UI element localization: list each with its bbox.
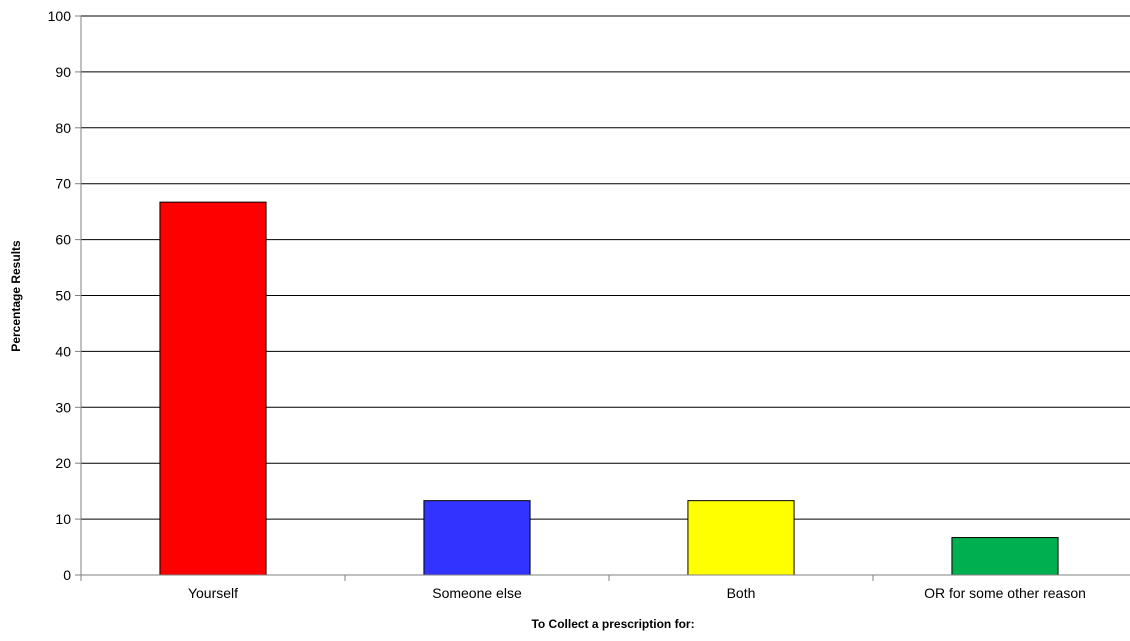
y-tick-label-90: 90 xyxy=(55,64,71,80)
y-tick-label-20: 20 xyxy=(55,455,71,471)
bar-3 xyxy=(951,537,1059,576)
y-tick-label-60: 60 xyxy=(55,232,71,248)
x-axis-title: To Collect a prescription for: xyxy=(531,617,694,631)
x-tick-label-3: OR for some other reason xyxy=(924,585,1086,601)
y-tick-label-50: 50 xyxy=(55,288,71,304)
bar-2 xyxy=(687,500,795,576)
y-tick-label-40: 40 xyxy=(55,343,71,359)
y-tick-label-30: 30 xyxy=(55,399,71,415)
bar-0 xyxy=(159,201,267,576)
x-tick-label-2: Both xyxy=(727,585,756,601)
x-tick-label-1: Someone else xyxy=(432,585,522,601)
tick-labels: 0 10 20 30 40 50 60 70 80 90 100 Yourself Someone el… xyxy=(48,8,1086,601)
bar-1 xyxy=(423,500,531,576)
y-tick-label-0: 0 xyxy=(63,567,71,583)
x-tick-label-0: Yourself xyxy=(188,585,238,601)
axes xyxy=(75,15,1130,581)
y-tick-label-100: 100 xyxy=(48,8,72,24)
y-tick-label-10: 10 xyxy=(55,511,71,527)
y-tick-label-70: 70 xyxy=(55,176,71,192)
y-tick-label-80: 80 xyxy=(55,120,71,136)
y-axis-title: Percentage Results xyxy=(9,240,23,352)
